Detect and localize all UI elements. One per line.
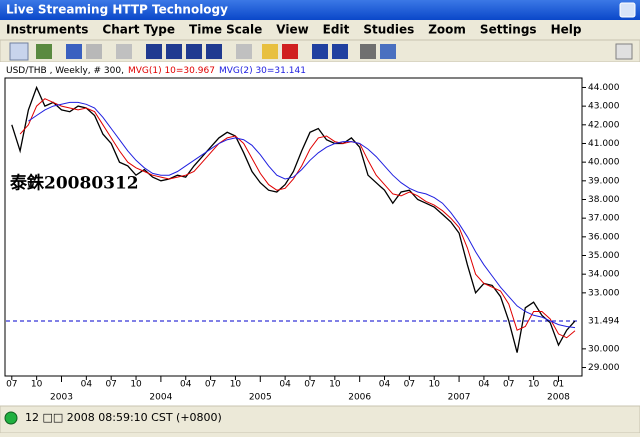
price-label: 31.494: [588, 316, 620, 326]
y-tick-label: 37.000: [588, 214, 620, 224]
year-label: 2005: [249, 393, 272, 403]
y-tick-label: 36.000: [588, 232, 620, 242]
x-tick-label: 10: [428, 380, 440, 390]
year-label: 2004: [149, 393, 172, 403]
y-tick-label: 40.000: [588, 158, 620, 168]
x-tick-label: 10: [329, 380, 341, 390]
menu: Instruments Chart Type Time Scale View Edit S…: [6, 23, 582, 37]
menu-item[interactable]: Studies: [363, 23, 414, 37]
menu-item[interactable]: Chart Type: [102, 23, 175, 37]
y-tick-label: 30.000: [588, 344, 620, 354]
year-label: 2003: [50, 393, 73, 403]
y-tick-label: 41.000: [588, 139, 620, 149]
tool-button[interactable]: [166, 44, 182, 59]
tool-button[interactable]: [282, 44, 298, 59]
menu-item[interactable]: Help: [551, 23, 582, 37]
connection-indicator: [4, 411, 18, 425]
x-tick-label: 04: [81, 380, 93, 390]
y-tick-label: 39.000: [588, 176, 620, 186]
menu-item[interactable]: Instruments: [6, 23, 88, 37]
plot-frame: [4, 77, 583, 377]
x-tick-label: 07: [205, 380, 216, 390]
window-title: Live Streaming HTTP Technology: [6, 3, 228, 17]
y-tick-label: 34.000: [588, 270, 620, 280]
year-label: 2006: [348, 393, 371, 403]
tool-button[interactable]: [36, 44, 52, 59]
y-tick-label: 29.000: [588, 363, 620, 373]
x-tick-label: 04: [379, 380, 391, 390]
menu-item[interactable]: Settings: [480, 23, 537, 37]
tool-button[interactable]: [9, 42, 29, 61]
tool-button[interactable]: [186, 44, 202, 59]
x-tick-label: 10: [130, 380, 142, 390]
x-tick-label: 04: [279, 380, 291, 390]
status-bar: [0, 405, 640, 434]
x-tick-label: 07: [304, 380, 315, 390]
x-tick-label: 10: [528, 380, 540, 390]
menu-bar: [0, 20, 640, 40]
chart-background: [0, 62, 640, 406]
plot: 44.000 43.000 42.000 41.000 40.000 39.000 38.0…: [6, 83, 622, 403]
menu-item[interactable]: Edit: [323, 23, 350, 37]
x-tick-label: 07: [503, 380, 514, 390]
window-button[interactable]: [619, 2, 636, 18]
tool-button[interactable]: [380, 44, 396, 59]
y-tick-label: 38.000: [588, 195, 620, 205]
legend-entry: MVG(1) 10=30.967: [128, 66, 215, 76]
legend-entry: USD/THB , Weekly, # 300,: [6, 66, 124, 76]
status-text: 12 □□ 2008 08:59:10 CST (+0800): [25, 411, 222, 424]
title-bar: [0, 0, 640, 20]
tool-button[interactable]: [146, 44, 162, 59]
price-label-box: [584, 314, 622, 327]
tool-button[interactable]: [206, 44, 222, 59]
legend: USD/THB , Weekly, # 300, MVG(1) 10=30.967…: [6, 66, 306, 76]
series-line: [19, 98, 576, 339]
menu-item[interactable]: View: [276, 23, 308, 37]
tool-button[interactable]: [86, 44, 102, 59]
legend-entry: MVG(2) 30=31.141: [219, 66, 306, 76]
y-tick-label: 43.000: [588, 102, 620, 112]
y-tick-label: 42.000: [588, 120, 620, 130]
series-line: [28, 101, 576, 329]
tool-button[interactable]: [332, 44, 348, 59]
toolbar-icons: [9, 42, 633, 61]
menu-item[interactable]: Zoom: [428, 23, 466, 37]
tool-button[interactable]: [262, 44, 278, 59]
x-tick-label: 10: [31, 380, 43, 390]
tool-button[interactable]: [66, 44, 82, 59]
tool-button[interactable]: [615, 43, 633, 60]
year-label: 2008: [547, 393, 570, 403]
year-label: 2007: [448, 393, 471, 403]
x-tick-label: 01: [553, 380, 564, 390]
tool-button[interactable]: [312, 44, 328, 59]
watermark: 泰銖20080312: [10, 173, 139, 194]
tool-button[interactable]: [236, 44, 252, 59]
x-tick-label: 10: [230, 380, 242, 390]
y-tick-label: 44.000: [588, 83, 620, 93]
series-line: [11, 85, 576, 353]
x-tick-label: 04: [478, 380, 490, 390]
x-tick-label: 04: [180, 380, 192, 390]
x-tick-label: 07: [404, 380, 415, 390]
menu-item[interactable]: Time Scale: [189, 23, 262, 37]
x-tick-label: 07: [6, 380, 17, 390]
tool-button[interactable]: [116, 44, 132, 59]
y-tick-label: 33.000: [588, 288, 620, 298]
tool-button[interactable]: [360, 44, 376, 59]
y-tick-label: 35.000: [588, 251, 620, 261]
x-tick-label: 07: [105, 380, 116, 390]
